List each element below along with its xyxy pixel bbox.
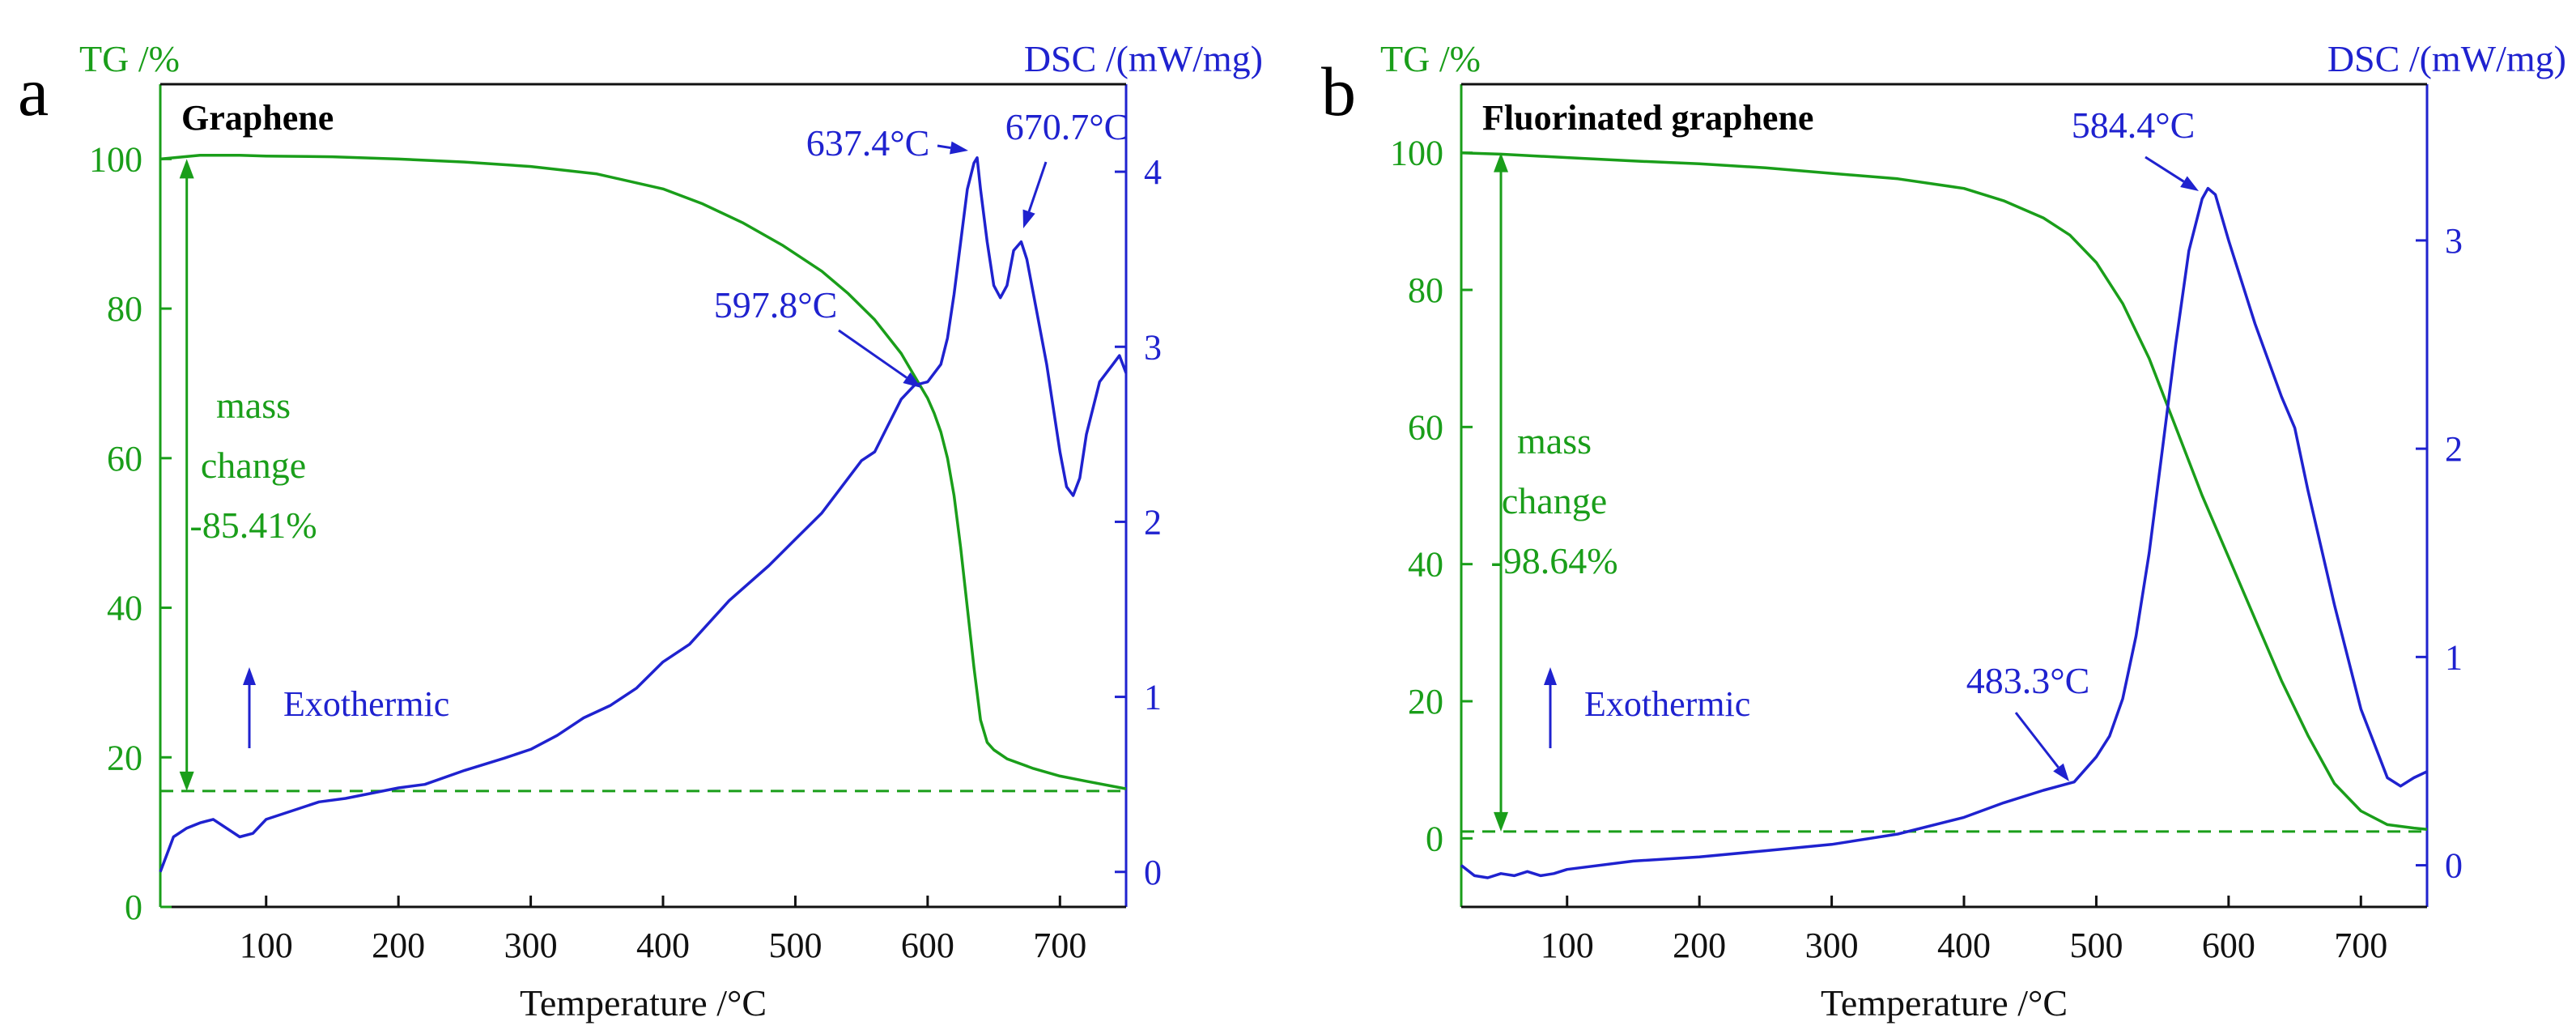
peak-annotation-arrowhead bbox=[1022, 209, 1035, 228]
peak-annotation-label: 597.8°C bbox=[714, 284, 838, 326]
tg-tick-label: 20 bbox=[107, 738, 142, 777]
dsc-tick-label: 2 bbox=[1144, 502, 1162, 542]
dsc-tick-label: 3 bbox=[2445, 221, 2463, 261]
x-tick-label: 700 bbox=[1033, 926, 1086, 965]
tg-tick-label: 20 bbox=[1408, 682, 1443, 721]
peak-annotation-arrowhead bbox=[903, 372, 921, 388]
dsc-tick-label: 2 bbox=[2445, 429, 2463, 469]
x-tick-label: 200 bbox=[372, 926, 425, 965]
tg-tick-label: 100 bbox=[89, 139, 142, 179]
x-tick-label: 300 bbox=[504, 926, 558, 965]
panel-letter: a bbox=[18, 53, 49, 130]
tg-curve bbox=[159, 153, 1127, 790]
exothermic-label: Exothermic bbox=[1584, 684, 1750, 724]
tg-curve bbox=[1460, 151, 2428, 832]
tg-tick-label: 0 bbox=[125, 887, 142, 927]
tg-tick-label: 80 bbox=[107, 289, 142, 329]
x-tick-label: 700 bbox=[2334, 926, 2387, 965]
tg-tick-label: 60 bbox=[1408, 407, 1443, 447]
dsc-tick-label: 3 bbox=[1144, 327, 1162, 367]
tg-tick-label: 40 bbox=[107, 589, 142, 628]
x-tick-label: 500 bbox=[768, 926, 822, 965]
peak-annotation-arrowhead bbox=[2180, 176, 2199, 191]
tg-tick-label: 0 bbox=[1426, 819, 1443, 858]
panel-letter: b bbox=[1321, 53, 1356, 130]
tg-axis-title: TG /% bbox=[79, 38, 180, 79]
x-tick-label: 100 bbox=[1541, 926, 1594, 965]
mass-change-label: mass bbox=[1517, 420, 1592, 462]
peak-annotation-label: 670.7°C bbox=[1005, 106, 1129, 147]
peak-annotation-label: 584.4°C bbox=[2072, 104, 2196, 146]
dsc-tick-label: 1 bbox=[2445, 637, 2463, 677]
peak-annotation-arrow bbox=[838, 329, 908, 379]
x-tick-label: 100 bbox=[240, 926, 293, 965]
dsc-axis-title: DSC /(mW/mg) bbox=[1024, 38, 1263, 79]
x-axis-title: Temperature /°C bbox=[520, 982, 767, 1024]
exothermic-label: Exothermic bbox=[283, 684, 449, 724]
x-tick-label: 400 bbox=[636, 926, 690, 965]
x-tick-label: 200 bbox=[1673, 926, 1726, 965]
x-tick-label: 600 bbox=[2202, 926, 2255, 965]
dsc-tick-label: 0 bbox=[2445, 846, 2463, 886]
peak-annotation-arrow bbox=[937, 144, 951, 150]
mass-change-label: change bbox=[1502, 480, 1607, 521]
x-tick-label: 400 bbox=[1937, 926, 1991, 965]
tg-tick-label: 60 bbox=[107, 439, 142, 479]
mass-change-arrowhead-down bbox=[179, 771, 194, 791]
peak-annotation-label: 637.4°C bbox=[806, 122, 930, 164]
dsc-tick-label: 4 bbox=[1144, 152, 1162, 192]
dsc-tick-label: 1 bbox=[1144, 678, 1162, 717]
peak-annotation-arrow bbox=[2145, 155, 2185, 183]
x-axis-title: Temperature /°C bbox=[1821, 982, 2068, 1024]
dsc-axis-title: DSC /(mW/mg) bbox=[2327, 38, 2566, 79]
peak-annotation-arrowhead bbox=[950, 141, 968, 155]
peak-annotation-arrow bbox=[2014, 712, 2060, 768]
mass-change-label: -98.64% bbox=[1490, 540, 1617, 581]
panel-title: Graphene bbox=[181, 98, 334, 138]
tg-tick-label: 100 bbox=[1390, 134, 1443, 173]
mass-change-label: -85.41% bbox=[189, 504, 317, 546]
exothermic-arrowhead bbox=[243, 667, 256, 685]
dsc-curve bbox=[1460, 186, 2428, 879]
mass-change-label: mass bbox=[216, 385, 291, 426]
dsc-tick-label: 0 bbox=[1144, 853, 1162, 892]
peak-annotation-label: 483.3°C bbox=[1966, 660, 2090, 701]
x-tick-label: 600 bbox=[901, 926, 954, 965]
exothermic-arrowhead bbox=[1544, 667, 1557, 685]
mass-change-arrowhead-up bbox=[179, 159, 194, 179]
tg-tick-label: 80 bbox=[1408, 270, 1443, 310]
panel-title: Fluorinated graphene bbox=[1482, 98, 1813, 138]
peak-annotation-arrow bbox=[1027, 161, 1048, 212]
peak-annotation-arrowhead bbox=[2053, 763, 2069, 781]
mass-change-arrowhead-up bbox=[1494, 152, 1509, 172]
mass-change-arrowhead-down bbox=[1494, 811, 1509, 832]
x-tick-label: 300 bbox=[1805, 926, 1859, 965]
mass-change-label: change bbox=[201, 445, 306, 486]
tg-tick-label: 40 bbox=[1408, 545, 1443, 585]
dsc-curve bbox=[159, 156, 1128, 873]
x-tick-label: 500 bbox=[2069, 926, 2123, 965]
tg-axis-title: TG /% bbox=[1380, 38, 1481, 79]
